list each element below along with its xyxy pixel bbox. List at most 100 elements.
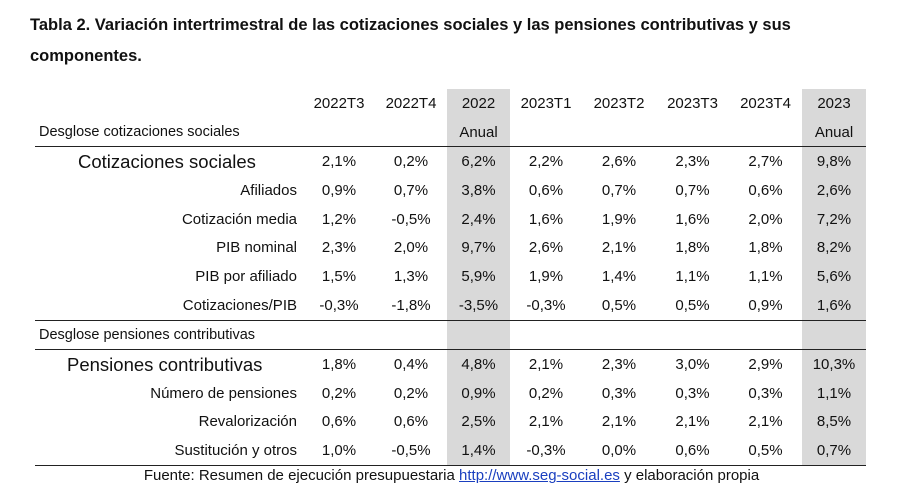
cell-value: 2,2% xyxy=(528,153,564,171)
table-row: Revalorización 0,6% 0,6% 2,5% 2,1% 2,1% 2,1% 2,… xyxy=(35,407,866,437)
cell-value: 0,2% xyxy=(321,384,357,402)
cell-value: 5,6% xyxy=(802,262,866,291)
cell-value: 2,5% xyxy=(447,407,510,437)
column-header: 2022T4 xyxy=(385,94,437,112)
cell-value: 0,2% xyxy=(393,384,429,402)
source-suffix: y elaboración propia xyxy=(619,467,760,484)
source-link[interactable]: http://www.seg-social.es xyxy=(459,467,620,484)
table-row: Número de pensiones 0,2% 0,2% 0,9% 0,2% 0,3% 0… xyxy=(35,378,866,408)
cell-value: 0,2% xyxy=(528,384,564,402)
column-header: 2022 xyxy=(447,89,510,118)
column-header-sub xyxy=(656,320,729,351)
cell-value: -1,8% xyxy=(375,290,447,321)
source-prefix: Fuente: Resumen de ejecución presupuesta… xyxy=(143,467,460,484)
cell-value: 2,1% xyxy=(601,239,637,257)
row-label: Revalorización xyxy=(198,413,297,431)
cell-value: 2,9% xyxy=(748,356,783,374)
cell-value: 1,8% xyxy=(748,239,783,257)
table-row: Pensiones contributivas 1,8% 0,4% 4,8% 2,1% 2… xyxy=(35,349,866,379)
cell-value: 1,1% xyxy=(748,267,783,285)
table-row: PIB por afiliado 1,5% 1,3% 5,9% 1,9% 1,4% 1,1%… xyxy=(35,262,866,291)
cell-value: 7,2% xyxy=(802,204,866,234)
cell-value: 2,7% xyxy=(748,153,783,171)
source-note: Fuente: Resumen de ejecución presupuesta… xyxy=(0,467,903,484)
cell-value: 5,9% xyxy=(447,262,510,291)
cell-value: -0,5% xyxy=(391,210,431,228)
column-header-sub xyxy=(729,117,802,148)
cell-value: 0,6% xyxy=(321,413,357,431)
column-header-sub xyxy=(447,320,510,351)
cell-value: 1,0% xyxy=(303,436,375,466)
cell-value: 2,4% xyxy=(447,204,510,234)
row-label: Cotización media xyxy=(181,210,297,228)
column-header-sub xyxy=(582,320,656,351)
cell-value: 9,8% xyxy=(802,146,866,177)
row-label: Afiliados xyxy=(240,181,297,199)
cell-value: 2,0% xyxy=(748,210,783,228)
row-label: Pensiones contributivas xyxy=(67,353,263,375)
cell-value: 2,1% xyxy=(748,413,783,431)
cell-value: 2,1% xyxy=(321,153,357,171)
cell-value: 0,3% xyxy=(675,384,710,402)
cell-value: 0,6% xyxy=(748,181,783,199)
section-header-row: Desglose pensiones contributivas xyxy=(35,320,866,351)
cell-value: 1,1% xyxy=(802,378,866,408)
section-header: Desglose cotizaciones sociales xyxy=(35,117,303,148)
header-row: 2022T3 2022T4 2022 2023T1 2023T2 2023T3 2023T4… xyxy=(35,89,866,118)
table-row: Cotizaciones/PIB -0,3% -1,8% -3,5% -0,3% 0,5%… xyxy=(35,290,866,321)
cell-value: 0,2% xyxy=(393,153,429,171)
table-row: Cotizaciones sociales 2,1% 0,2% 6,2% 2,2% 2,6… xyxy=(35,146,866,177)
cell-value: 0,6% xyxy=(393,413,429,431)
column-header-sub xyxy=(375,117,447,148)
column-header: 2023T4 xyxy=(740,94,791,112)
cell-value: 0,7% xyxy=(393,181,429,199)
cell-value: 1,9% xyxy=(528,267,564,285)
cell-value: 1,9% xyxy=(601,210,637,228)
cell-value: 0,3% xyxy=(748,384,783,402)
column-header-sub xyxy=(510,320,582,351)
row-label: Número de pensiones xyxy=(150,384,297,402)
cell-value: 0,9% xyxy=(447,378,510,408)
cell-value: -0,5% xyxy=(375,436,447,466)
cell-value: 1,8% xyxy=(321,356,357,374)
cell-value: 2,1% xyxy=(675,413,710,431)
section-header-row: Desglose cotizaciones sociales Anual Anual xyxy=(35,117,866,148)
cell-value: 0,5% xyxy=(656,290,729,321)
cell-value: 1,5% xyxy=(321,267,357,285)
cell-value: 2,1% xyxy=(601,413,637,431)
row-label: Cotizaciones/PIB xyxy=(35,290,303,321)
cell-value: 2,1% xyxy=(528,413,564,431)
column-header-sub xyxy=(510,117,582,148)
column-header-sub xyxy=(303,117,375,148)
cell-value: 2,3% xyxy=(675,153,710,171)
cell-value: 0,3% xyxy=(601,384,637,402)
cell-value: 1,6% xyxy=(675,210,710,228)
column-header-sub xyxy=(729,320,802,351)
cell-value: 2,6% xyxy=(528,239,564,257)
table-title: Tabla 2. Variación intertrimestral de la… xyxy=(30,16,791,65)
cell-value: 0,7% xyxy=(802,436,866,466)
column-header: 2023T3 xyxy=(667,94,718,112)
cell-value: 1,1% xyxy=(675,267,710,285)
cell-value: 1,4% xyxy=(601,267,637,285)
cell-value: 3,0% xyxy=(675,356,710,374)
cell-value: 0,5% xyxy=(582,290,656,321)
cell-value: -0,3% xyxy=(303,290,375,321)
cell-value: 0,6% xyxy=(528,181,564,199)
cell-value: 9,7% xyxy=(447,233,510,263)
cell-value: 0,7% xyxy=(601,181,637,199)
cell-value: 1,3% xyxy=(393,267,429,285)
cell-value: 10,3% xyxy=(802,349,866,379)
column-header-sub xyxy=(802,320,866,351)
cell-value: 0,4% xyxy=(393,356,429,374)
column-header: 2023T1 xyxy=(520,94,572,112)
cell-value: 0,0% xyxy=(582,436,656,466)
column-header-sub xyxy=(582,117,656,148)
table-row: Sustitución y otros 1,0% -0,5% 1,4% -0,3% 0,0… xyxy=(35,436,866,466)
table-row: Cotización media 1,2% -0,5% 2,4% 1,6% 1,9% 1,6… xyxy=(35,204,866,234)
cell-value: 3,8% xyxy=(447,176,510,205)
cell-value: 1,2% xyxy=(321,210,357,228)
section-header: Desglose pensiones contributivas xyxy=(35,320,303,351)
table-row: PIB nominal 2,3% 2,0% 9,7% 2,6% 2,1% 1,8% 1,8% 8… xyxy=(35,233,866,263)
cell-value: 0,5% xyxy=(729,436,802,466)
